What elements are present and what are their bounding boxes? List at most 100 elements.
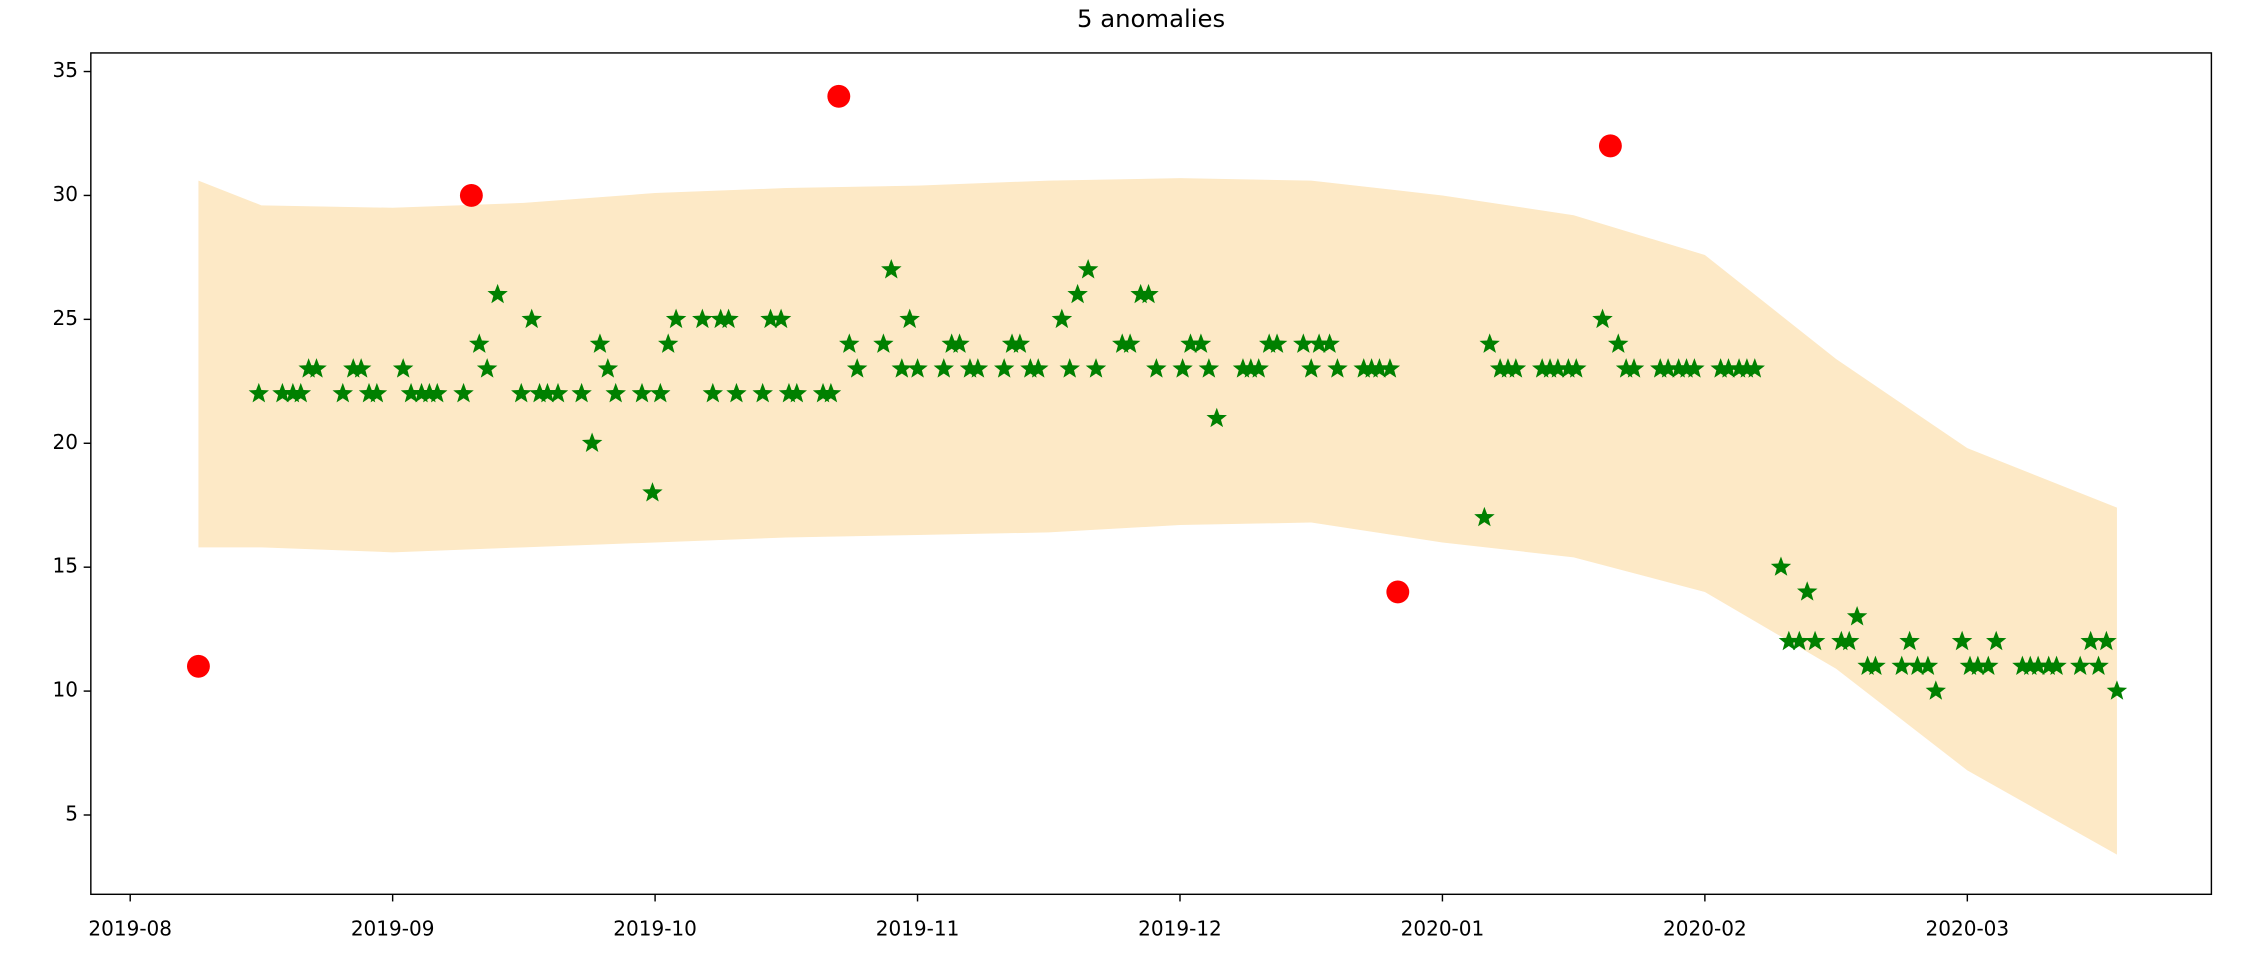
star-point: [1804, 630, 1826, 651]
star-point: [1532, 358, 1553, 378]
star-point: [605, 382, 626, 403]
anomaly-point: [459, 183, 483, 207]
star-point: [1615, 358, 1637, 378]
star-point: [400, 382, 422, 403]
star-point: [1607, 333, 1629, 353]
star-point: [2080, 630, 2101, 651]
star-point: [1009, 333, 1031, 353]
star-point: [1479, 333, 1500, 353]
star-point: [778, 382, 800, 403]
star-point: [1232, 358, 1254, 378]
star-point: [1067, 283, 1088, 304]
star-point: [907, 358, 928, 378]
star-point: [487, 283, 508, 304]
star-point: [1198, 358, 1220, 378]
x-tick-label: 2020-01: [1401, 917, 1485, 941]
star-point: [839, 333, 860, 353]
star-point: [2038, 655, 2059, 675]
star-point: [1623, 358, 1645, 378]
star-point: [366, 382, 388, 403]
star-point: [1505, 358, 1527, 378]
star-point: [282, 382, 304, 403]
star-point: [1770, 556, 1792, 576]
star-point: [873, 333, 894, 353]
star-point: [1308, 333, 1330, 353]
star-point: [419, 382, 440, 403]
star-point: [272, 382, 293, 403]
star-point: [298, 358, 319, 378]
star-point: [1059, 358, 1081, 378]
star-point: [571, 382, 592, 403]
star-point: [597, 358, 619, 378]
star-point: [1558, 358, 1579, 378]
star-point: [1684, 358, 1705, 378]
star-point: [846, 358, 868, 378]
star-point: [1676, 358, 1697, 378]
star-point: [306, 358, 327, 378]
y-tick-label: 35: [52, 58, 77, 82]
star-point: [2046, 655, 2067, 675]
star-point: [1319, 333, 1340, 353]
star-point: [994, 358, 1015, 378]
star-point: [631, 382, 653, 403]
star-point: [642, 482, 663, 502]
star-point: [1240, 358, 1262, 378]
star-point: [1180, 333, 1201, 353]
star-point: [1592, 308, 1613, 329]
star-point: [1839, 630, 1860, 651]
star-point: [752, 382, 773, 403]
confidence-band: [198, 178, 2117, 855]
star-point: [453, 382, 474, 403]
anomaly-point: [1386, 580, 1410, 604]
star-point: [1172, 358, 1193, 378]
star-point: [1353, 358, 1374, 378]
star-point: [812, 382, 834, 403]
star-point: [1899, 630, 1920, 651]
star-point: [1085, 358, 1107, 378]
y-tick-label: 25: [52, 306, 77, 330]
star-point: [1379, 358, 1401, 378]
star-point: [1951, 630, 1973, 651]
star-point: [1959, 655, 1981, 675]
star-point: [760, 308, 781, 329]
star-point: [1190, 333, 1212, 353]
star-point: [427, 382, 448, 403]
star-point: [2027, 655, 2049, 675]
star-point: [589, 333, 611, 353]
star-point: [891, 358, 913, 378]
star-point: [1206, 407, 1227, 428]
star-point: [358, 382, 380, 403]
y-tick-label: 20: [52, 430, 77, 454]
star-point: [1718, 358, 1739, 378]
star-point: [899, 308, 920, 329]
y-tick-label: 30: [52, 182, 77, 206]
star-point: [290, 382, 312, 403]
star-point: [411, 382, 432, 403]
star-point: [2012, 655, 2033, 675]
star-point: [1130, 283, 1151, 304]
star-point: [1846, 605, 1868, 626]
star-point: [2070, 655, 2091, 675]
star-point: [1077, 258, 1099, 279]
star-point: [1778, 630, 1800, 651]
star-point: [1891, 655, 1912, 675]
star-point: [332, 382, 353, 403]
star-point: [547, 382, 569, 403]
star-point: [1301, 358, 1322, 378]
star-point: [392, 358, 414, 378]
x-tick-label: 2019-08: [88, 917, 172, 941]
x-tick-label: 2019-09: [351, 917, 435, 941]
star-point: [469, 333, 490, 353]
star-point: [1865, 655, 1886, 675]
plot-frame: [90, 52, 2213, 896]
star-point: [1925, 680, 1946, 700]
star-point: [718, 308, 739, 329]
star-point: [770, 308, 792, 329]
star-point: [476, 358, 498, 378]
star-point: [1146, 358, 1167, 378]
star-point: [1489, 358, 1511, 378]
anomaly-point: [1598, 134, 1622, 158]
star-point: [1259, 333, 1280, 353]
star-point: [1857, 655, 1878, 675]
